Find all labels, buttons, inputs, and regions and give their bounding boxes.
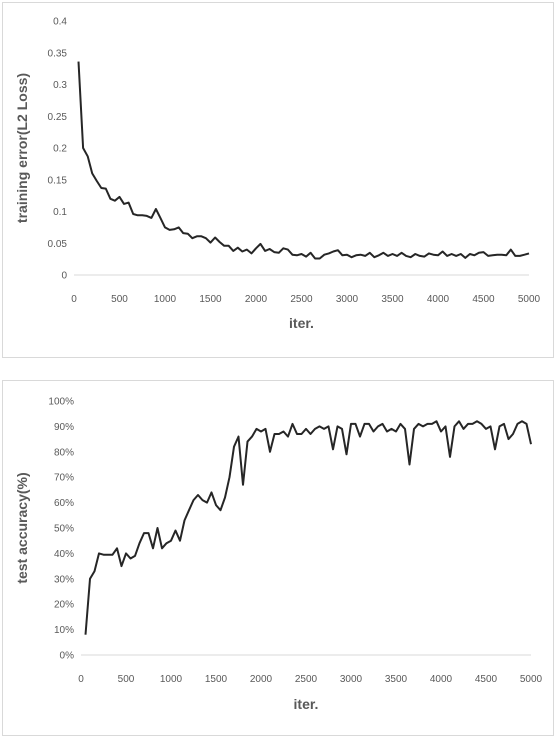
train-x-tick-label: 4000 [427, 294, 450, 305]
training-error-plot: 0 0.05 0.1 0.15 0.2 0.25 0.3 0.35 0.4 0 500 1000 150… [14, 17, 541, 332]
training-error-chart: 0 0.05 0.1 0.15 0.2 0.25 0.3 0.35 0.4 0 500 1000 150… [2, 2, 554, 358]
train-y-tick-label: 0.15 [48, 175, 68, 186]
test-accuracy-chart: 0% 10% 20% 30% 40% 50% 60% 70% 80% 90% 100% 0 500 100… [2, 380, 554, 736]
train-y-tick-label: 0.05 [48, 239, 68, 250]
train-y-tick-label: 0 [61, 271, 67, 282]
train-y-axis-title: training error(L2 Loss) [14, 73, 30, 223]
train-y-tick-label: 0.1 [53, 207, 67, 218]
train-x-tick-label: 5000 [518, 294, 541, 305]
acc-x-tick-label: 4000 [430, 674, 453, 685]
acc-y-tick-label: 80% [54, 447, 74, 458]
acc-y-tick-label: 50% [54, 524, 74, 535]
train-x-tick-label: 500 [111, 294, 128, 305]
train-x-tick-label: 1500 [199, 294, 222, 305]
acc-y-tick-label: 30% [54, 574, 74, 585]
acc-x-tick-label: 1000 [160, 674, 183, 685]
acc-x-tick-label: 4500 [475, 674, 498, 685]
train-x-tick-label: 2500 [290, 294, 313, 305]
acc-x-tick-label: 1500 [205, 674, 228, 685]
acc-y-tick-label: 20% [54, 600, 74, 611]
train-y-tick-label: 0.4 [53, 17, 67, 28]
acc-x-tick-label: 2500 [295, 674, 318, 685]
train-x-tick-label: 2000 [245, 294, 268, 305]
acc-series-line [84, 420, 532, 635]
train-x-tick-label: 3500 [381, 294, 404, 305]
train-x-tick-label: 4500 [472, 294, 495, 305]
acc-y-tick-label: 0% [60, 651, 75, 662]
train-series-line [77, 61, 530, 260]
test-accuracy-plot: 0% 10% 20% 30% 40% 50% 60% 70% 80% 90% 100% 0 500 100… [14, 397, 543, 713]
acc-x-tick-label: 3000 [340, 674, 363, 685]
acc-x-tick-label: 3500 [385, 674, 408, 685]
acc-x-tick-label: 2000 [250, 674, 273, 685]
acc-y-tick-label: 10% [54, 625, 74, 636]
train-x-axis-title: iter. [289, 315, 314, 331]
acc-x-tick-label: 0 [78, 674, 84, 685]
acc-y-tick-label: 90% [54, 422, 74, 433]
acc-x-axis-title: iter. [294, 696, 319, 712]
acc-y-tick-label: 40% [54, 549, 74, 560]
train-x-tick-label: 0 [71, 294, 77, 305]
acc-y-tick-label: 60% [54, 498, 74, 509]
acc-x-tick-label: 5000 [520, 674, 543, 685]
train-x-tick-label: 1000 [154, 294, 177, 305]
acc-y-axis-title: test accuracy(%) [14, 472, 30, 583]
train-y-tick-label: 0.35 [48, 48, 68, 59]
train-x-tick-label: 3000 [336, 294, 359, 305]
train-y-tick-label: 0.2 [53, 144, 67, 155]
train-y-tick-label: 0.3 [53, 80, 67, 91]
train-y-tick-label: 0.25 [48, 112, 68, 123]
acc-y-tick-label: 100% [48, 397, 74, 408]
acc-x-tick-label: 500 [118, 674, 135, 685]
acc-y-tick-label: 70% [54, 473, 74, 484]
